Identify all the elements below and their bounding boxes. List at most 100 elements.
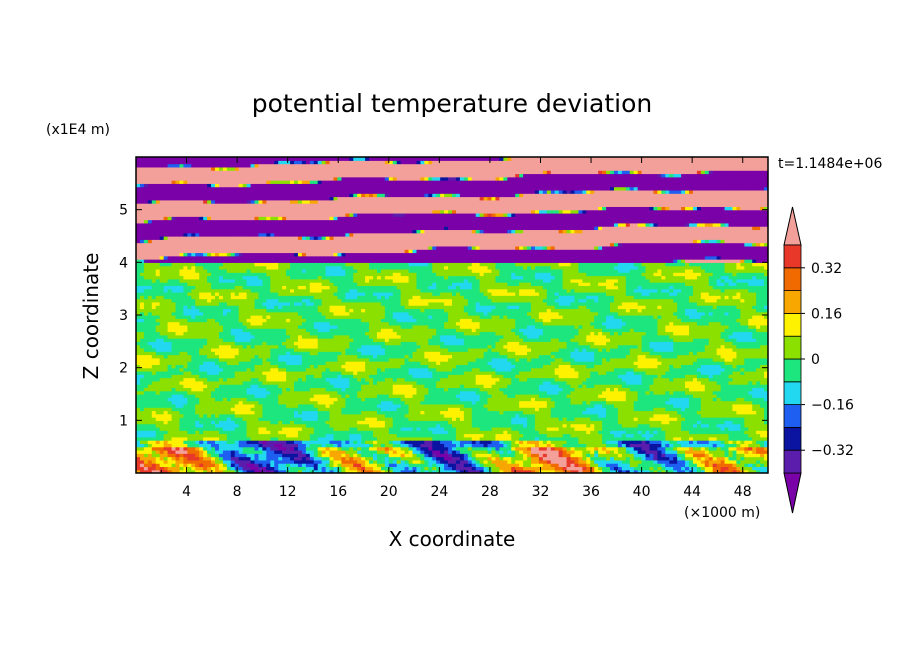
contour-cell: [511, 446, 516, 451]
contour-cell: [143, 456, 149, 461]
contour-cell: [171, 449, 177, 454]
contour-cell: [254, 469, 260, 473]
contour-cell: [550, 459, 556, 464]
contour-cell: [720, 463, 726, 468]
contour-cell: [487, 440, 493, 444]
contour-cell: [523, 453, 528, 458]
contour-cell: [376, 459, 382, 464]
contour-cell: [653, 446, 658, 451]
contour-cell: [159, 440, 165, 444]
contour-cell: [570, 446, 576, 451]
contour-cell: [412, 443, 418, 448]
contour-cell: [357, 443, 362, 448]
contour-cell: [617, 446, 623, 451]
contour-cell: [633, 446, 639, 451]
contour-cell: [155, 466, 161, 471]
contour-cell: [700, 453, 706, 458]
contour-cell: [329, 446, 335, 451]
contour-cell: [313, 456, 319, 461]
contour-cell: [211, 459, 216, 464]
contour-cell: [586, 443, 591, 448]
contour-cell: [432, 446, 437, 451]
contour-cell: [475, 469, 481, 473]
contour-cell: [558, 463, 564, 468]
contour-cell: [317, 449, 323, 454]
contour-cell: [685, 436, 690, 441]
contour-cell: [665, 459, 670, 464]
contour-cell: [353, 459, 358, 464]
contour-cell: [463, 463, 469, 468]
contour-cell: [558, 466, 564, 471]
contour-cell: [499, 453, 504, 458]
contour-cell: [606, 463, 611, 468]
contour-cell: [673, 469, 678, 473]
contour-cell: [570, 459, 576, 464]
contour-cell: [357, 469, 362, 473]
contour-cell: [349, 443, 354, 448]
contour-cell: [203, 449, 208, 454]
contour-cell: [238, 456, 244, 461]
contour-cell: [590, 443, 595, 448]
contour-cell: [503, 459, 508, 464]
contour-cell: [554, 446, 560, 451]
contour-cell: [396, 456, 402, 461]
contour-cell: [396, 443, 402, 448]
contour-cell: [732, 453, 737, 458]
contour-cell: [432, 436, 437, 441]
contour-cell: [570, 440, 576, 444]
contour-cell: [538, 436, 544, 441]
contour-cell: [692, 456, 698, 461]
contour-cell: [143, 449, 149, 454]
contour-cell: [317, 466, 323, 471]
contour-cell: [534, 440, 540, 444]
contour-cell: [499, 463, 504, 468]
contour-cell: [566, 443, 572, 448]
contour-cell: [309, 466, 315, 471]
contour-cell: [546, 463, 552, 468]
contour-cell: [179, 453, 184, 458]
contour-cell: [617, 456, 623, 461]
contour-cell: [297, 449, 303, 454]
contour-cell: [740, 459, 745, 464]
contour-cell: [578, 449, 583, 454]
contour-cell: [558, 440, 564, 444]
contour-cell: [254, 440, 260, 444]
contour-cell: [566, 446, 572, 451]
contour-cell: [440, 456, 445, 461]
contour-cell: [657, 463, 662, 468]
contour-cell: [242, 449, 248, 454]
contour-cell: [428, 456, 433, 461]
contour-cell: [519, 466, 524, 471]
contour-cell: [432, 459, 437, 464]
contour-cell: [448, 449, 453, 454]
contour-cell: [440, 466, 445, 471]
contour-cell: [534, 449, 540, 454]
contour-cell: [309, 440, 315, 444]
contour-cell: [329, 463, 335, 468]
contour-cell: [487, 459, 493, 464]
contour-cell: [222, 466, 228, 471]
contour-cell: [696, 443, 702, 448]
contour-cell: [760, 453, 765, 458]
contour-cell: [594, 446, 599, 451]
contour-cell: [139, 446, 145, 451]
contour-cell: [610, 459, 615, 464]
contour-cell: [436, 469, 441, 473]
contour-cell: [262, 446, 267, 451]
contour-cell: [546, 459, 552, 464]
contour-cell: [428, 466, 433, 471]
contour-cell: [404, 440, 410, 444]
contour-cell: [752, 449, 757, 454]
contour-cell: [483, 446, 489, 451]
contour-cell: [760, 443, 765, 448]
contour-cell: [633, 449, 639, 454]
contour-cell: [179, 446, 184, 451]
contour-cell: [732, 466, 737, 471]
contour-cell: [294, 453, 299, 458]
contour-cell: [582, 463, 587, 468]
contour-cell: [704, 459, 710, 464]
contour-cell: [661, 463, 666, 468]
contour-cell: [207, 449, 212, 454]
contour-cell: [546, 469, 552, 473]
contour-cell: [475, 463, 481, 468]
